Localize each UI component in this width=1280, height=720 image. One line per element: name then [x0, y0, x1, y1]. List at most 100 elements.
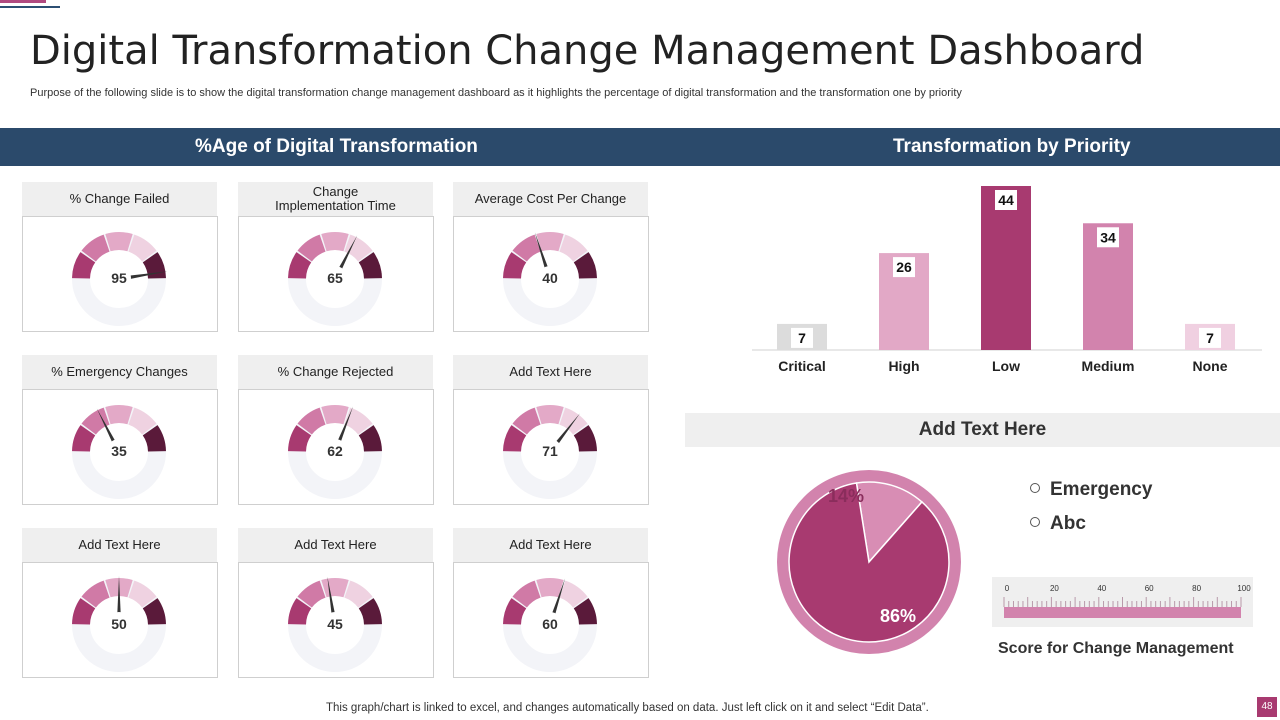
- bar-category-label: None: [1193, 358, 1228, 374]
- gauge-value: 60: [542, 616, 558, 632]
- gauge-body: 60: [453, 562, 649, 678]
- gauge-segment: [128, 234, 157, 262]
- gauge-svg: 50: [72, 576, 166, 672]
- gauge-segment: [536, 578, 564, 598]
- gauge-label: % Emergency Changes: [22, 355, 217, 389]
- gauge-svg: 62: [288, 405, 382, 499]
- gauge-segment: [72, 598, 96, 625]
- gauge-center: [323, 612, 347, 636]
- gauge-segment: [72, 252, 96, 279]
- scale-tick-label: 20: [1050, 584, 1059, 593]
- scale-tick-label: 100: [1237, 584, 1251, 593]
- bar-low: [981, 186, 1031, 350]
- page-number: 48: [1257, 697, 1277, 717]
- scale-tick-label: 60: [1145, 584, 1154, 593]
- gauge-segment: [512, 234, 541, 262]
- legend-bullet-icon: [1030, 516, 1040, 527]
- bar-value-label: 7: [1206, 330, 1214, 346]
- accent-line-top: [0, 0, 46, 3]
- gauge-value: 95: [111, 270, 127, 286]
- gauge-card[interactable]: % Change Failed 95: [22, 182, 218, 332]
- gauge-center: [538, 612, 562, 636]
- bar-category-label: Critical: [778, 358, 825, 374]
- gauge-label: Add Text Here: [238, 528, 433, 562]
- gauge-value: 62: [327, 443, 343, 459]
- scale-tick-label: 0: [1005, 584, 1010, 593]
- gauge-label: % Change Rejected: [238, 355, 433, 389]
- gauge-segment: [321, 405, 349, 425]
- pie-value-label: 14%: [828, 486, 864, 506]
- gauge-body: 71: [453, 389, 649, 505]
- priority-bar-chart[interactable]: 7 Critical 26 High 44 Low 34 Medium 7 None: [752, 170, 1264, 380]
- gauge-segment: [503, 598, 527, 625]
- gauge-segment: [503, 425, 527, 452]
- gauge-segment: [72, 425, 96, 452]
- gauge-body: 50: [22, 562, 218, 678]
- gauge-segment: [321, 232, 349, 252]
- gauge-segment: [344, 580, 373, 608]
- gauge-card[interactable]: Add Text Here 50: [22, 528, 218, 678]
- gauge-card[interactable]: Add Text Here 60: [453, 528, 649, 678]
- gauge-segment: [344, 234, 373, 262]
- score-scale-svg: 0 20 40 60 80 100: [1003, 584, 1251, 618]
- legend-bullet-icon: [1030, 482, 1040, 493]
- gauge-segment: [358, 425, 382, 452]
- gauge-value: 45: [327, 616, 343, 632]
- gauge-svg: 71: [503, 405, 597, 499]
- gauge-card[interactable]: Change Implementation Time 65: [238, 182, 434, 332]
- gauge-segment: [81, 580, 110, 608]
- gauge-svg: 65: [288, 232, 382, 326]
- bar-chart-svg: 7 Critical 26 High 44 Low 34 Medium 7 None: [752, 186, 1262, 374]
- accent-line-bottom: [0, 6, 60, 8]
- bar-value-label: 44: [998, 192, 1014, 208]
- gauge-value: 65: [327, 270, 343, 286]
- bar-value-box: [893, 257, 915, 278]
- gauge-segment: [573, 252, 597, 279]
- bar-category-label: Medium: [1082, 358, 1135, 374]
- gauge-segment: [512, 580, 541, 608]
- gauge-segment: [297, 234, 326, 262]
- left-panel-title: %Age of Digital Transformation: [195, 136, 478, 157]
- pie-slice-emergency: [855, 481, 923, 564]
- gauge-body: 35: [22, 389, 218, 505]
- gauge-card[interactable]: Add Text Here 71: [453, 355, 649, 505]
- gauge-segment: [559, 234, 588, 262]
- legend-label: Emergency: [1050, 479, 1153, 500]
- score-title: Score for Change Management: [998, 640, 1234, 657]
- gauge-segment: [288, 598, 312, 625]
- gauge-body: 62: [238, 389, 434, 505]
- gauge-svg: 95: [72, 232, 168, 326]
- gauge-segment: [573, 425, 597, 452]
- gauge-card[interactable]: % Emergency Changes 35: [22, 355, 218, 505]
- gauge-segment: [128, 407, 157, 435]
- page-title: Digital Transformation Change Management…: [30, 28, 1145, 74]
- gauge-body: 45: [238, 562, 434, 678]
- gauge-value: 71: [542, 443, 558, 459]
- gauge-segment: [536, 232, 564, 252]
- gauge-body: 95: [22, 216, 218, 332]
- legend-item-abc: Abc: [1030, 513, 1086, 535]
- gauge-segment: [344, 407, 373, 435]
- gauge-center: [538, 266, 562, 290]
- gauge-segment: [573, 598, 597, 625]
- scale-tick-label: 80: [1192, 584, 1201, 593]
- footer-note: This graph/chart is linked to excel, and…: [326, 702, 929, 714]
- gauge-card[interactable]: Average Cost Per Change 40: [453, 182, 649, 332]
- gauge-svg: 45: [288, 576, 382, 672]
- gauge-svg: 40: [503, 232, 597, 326]
- gauge-body: 40: [453, 216, 649, 332]
- gauge-segment: [559, 580, 588, 608]
- gauge-card[interactable]: % Change Rejected 62: [238, 355, 434, 505]
- scale-bar: [1004, 607, 1241, 618]
- gauge-card[interactable]: Add Text Here 45: [238, 528, 434, 678]
- bar-value-box: [1199, 327, 1221, 348]
- gauge-segment: [81, 407, 110, 435]
- gauge-segment: [358, 252, 382, 279]
- gauge-center: [107, 266, 131, 290]
- gauge-label-text: Change Implementation Time: [275, 184, 396, 213]
- pie-chart-svg: 14% 86%: [777, 470, 961, 654]
- gauge-body: 65: [238, 216, 434, 332]
- priority-pie-chart[interactable]: 14% 86%: [776, 469, 962, 655]
- legend-item-emergency: Emergency: [1030, 479, 1152, 501]
- gauge-segment: [288, 425, 312, 452]
